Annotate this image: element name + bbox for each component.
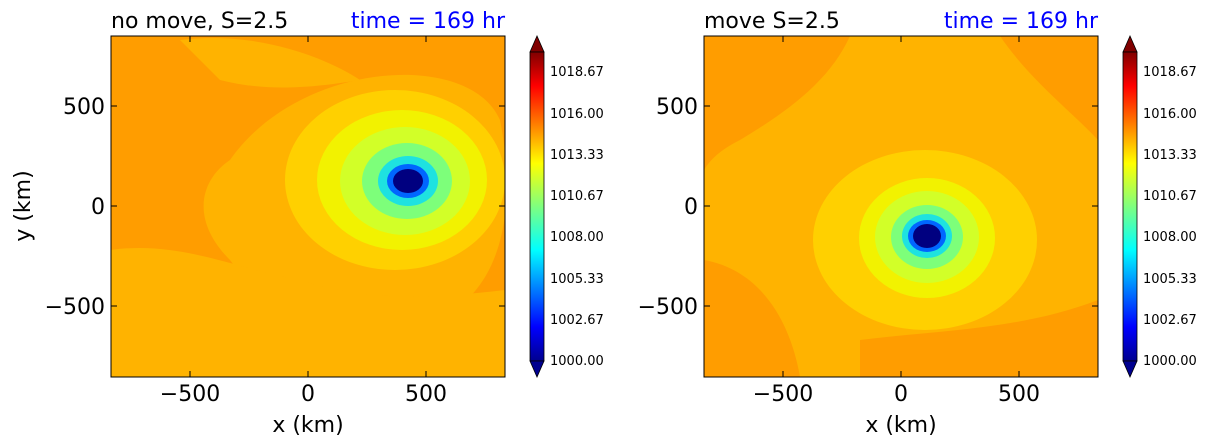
colorbar-tick-label: 1008.00 [1143,230,1197,245]
panel-move: move S=2.5 time = 169 hr −500 [638,9,1197,438]
y-tick-label: −500 [638,295,698,320]
time-label: time = 169 hr [944,9,1099,34]
colorbar-tick-label: 1018.67 [1143,65,1197,80]
colorbar-body [529,51,545,362]
y-axis-label: y (km) [11,170,36,241]
y-tick-label: 0 [684,195,698,220]
colorbar-tick-label: 1002.67 [1143,313,1197,328]
y-tick-label: −500 [45,295,105,320]
y-ticks [704,105,1098,307]
time-label: time = 169 hr [351,9,506,34]
colorbar-tick-label: 1008.00 [550,230,604,245]
x-tick-label: 500 [998,382,1040,407]
contour-patch [704,260,800,377]
y-tick-label: 500 [63,95,105,120]
colorbar-tick-label: 1013.33 [550,148,604,163]
colorbar-tick-label: 1010.67 [550,189,604,204]
colorbar-tick-label: 1010.67 [1143,189,1197,204]
y-tick-label: 500 [656,95,698,120]
colorbar-extend-max [1122,35,1138,53]
panel-no-move: no move, S=2.5 time = 169 hr −500 [11,9,604,438]
x-tick-label: 0 [894,382,908,407]
colorbar-extend-min [529,360,545,378]
colorbar-tick-label: 1000.00 [550,354,604,369]
x-ticks [189,36,427,377]
contour-field [111,36,505,377]
x-tick-label: −500 [753,382,813,407]
x-axis-label: x (km) [865,413,936,438]
y-tick-label: 0 [91,195,105,220]
contour-patch [860,300,1098,377]
colorbar-tick-label: 1016.00 [550,107,604,122]
storm-core [913,224,941,248]
panel-title: move S=2.5 [704,9,840,34]
colorbar-extend-max [529,35,545,53]
colorbar-extend-min [1122,360,1138,378]
x-tick-label: 500 [405,382,447,407]
y-ticks [111,105,505,307]
panel-title: no move, S=2.5 [111,9,288,34]
storm-core [393,169,423,193]
colorbar-tick-label: 1005.33 [1143,272,1197,287]
colorbar-body [1122,51,1138,362]
x-axis-label: x (km) [272,413,343,438]
contour-patch [1000,36,1098,140]
contour-patch [704,36,850,170]
colorbar-tick-label: 1000.00 [1143,354,1197,369]
colorbar: 1000.00 1002.67 1005.33 1008.00 1010.67 … [529,35,604,378]
contour-patch [111,247,505,377]
contour-field [704,36,1098,377]
colorbar-tick-label: 1013.33 [1143,148,1197,163]
colorbar-tick-label: 1018.67 [550,65,604,80]
contour-patch [180,38,360,88]
colorbar: 1000.00 1002.67 1005.33 1008.00 1010.67 … [1122,35,1197,378]
colorbar-tick-label: 1016.00 [1143,107,1197,122]
x-tick-label: −500 [160,382,220,407]
colorbar-tick-label: 1002.67 [550,313,604,328]
colorbar-tick-label: 1005.33 [550,272,604,287]
x-tick-label: 0 [301,382,315,407]
x-ticks [782,36,1020,377]
